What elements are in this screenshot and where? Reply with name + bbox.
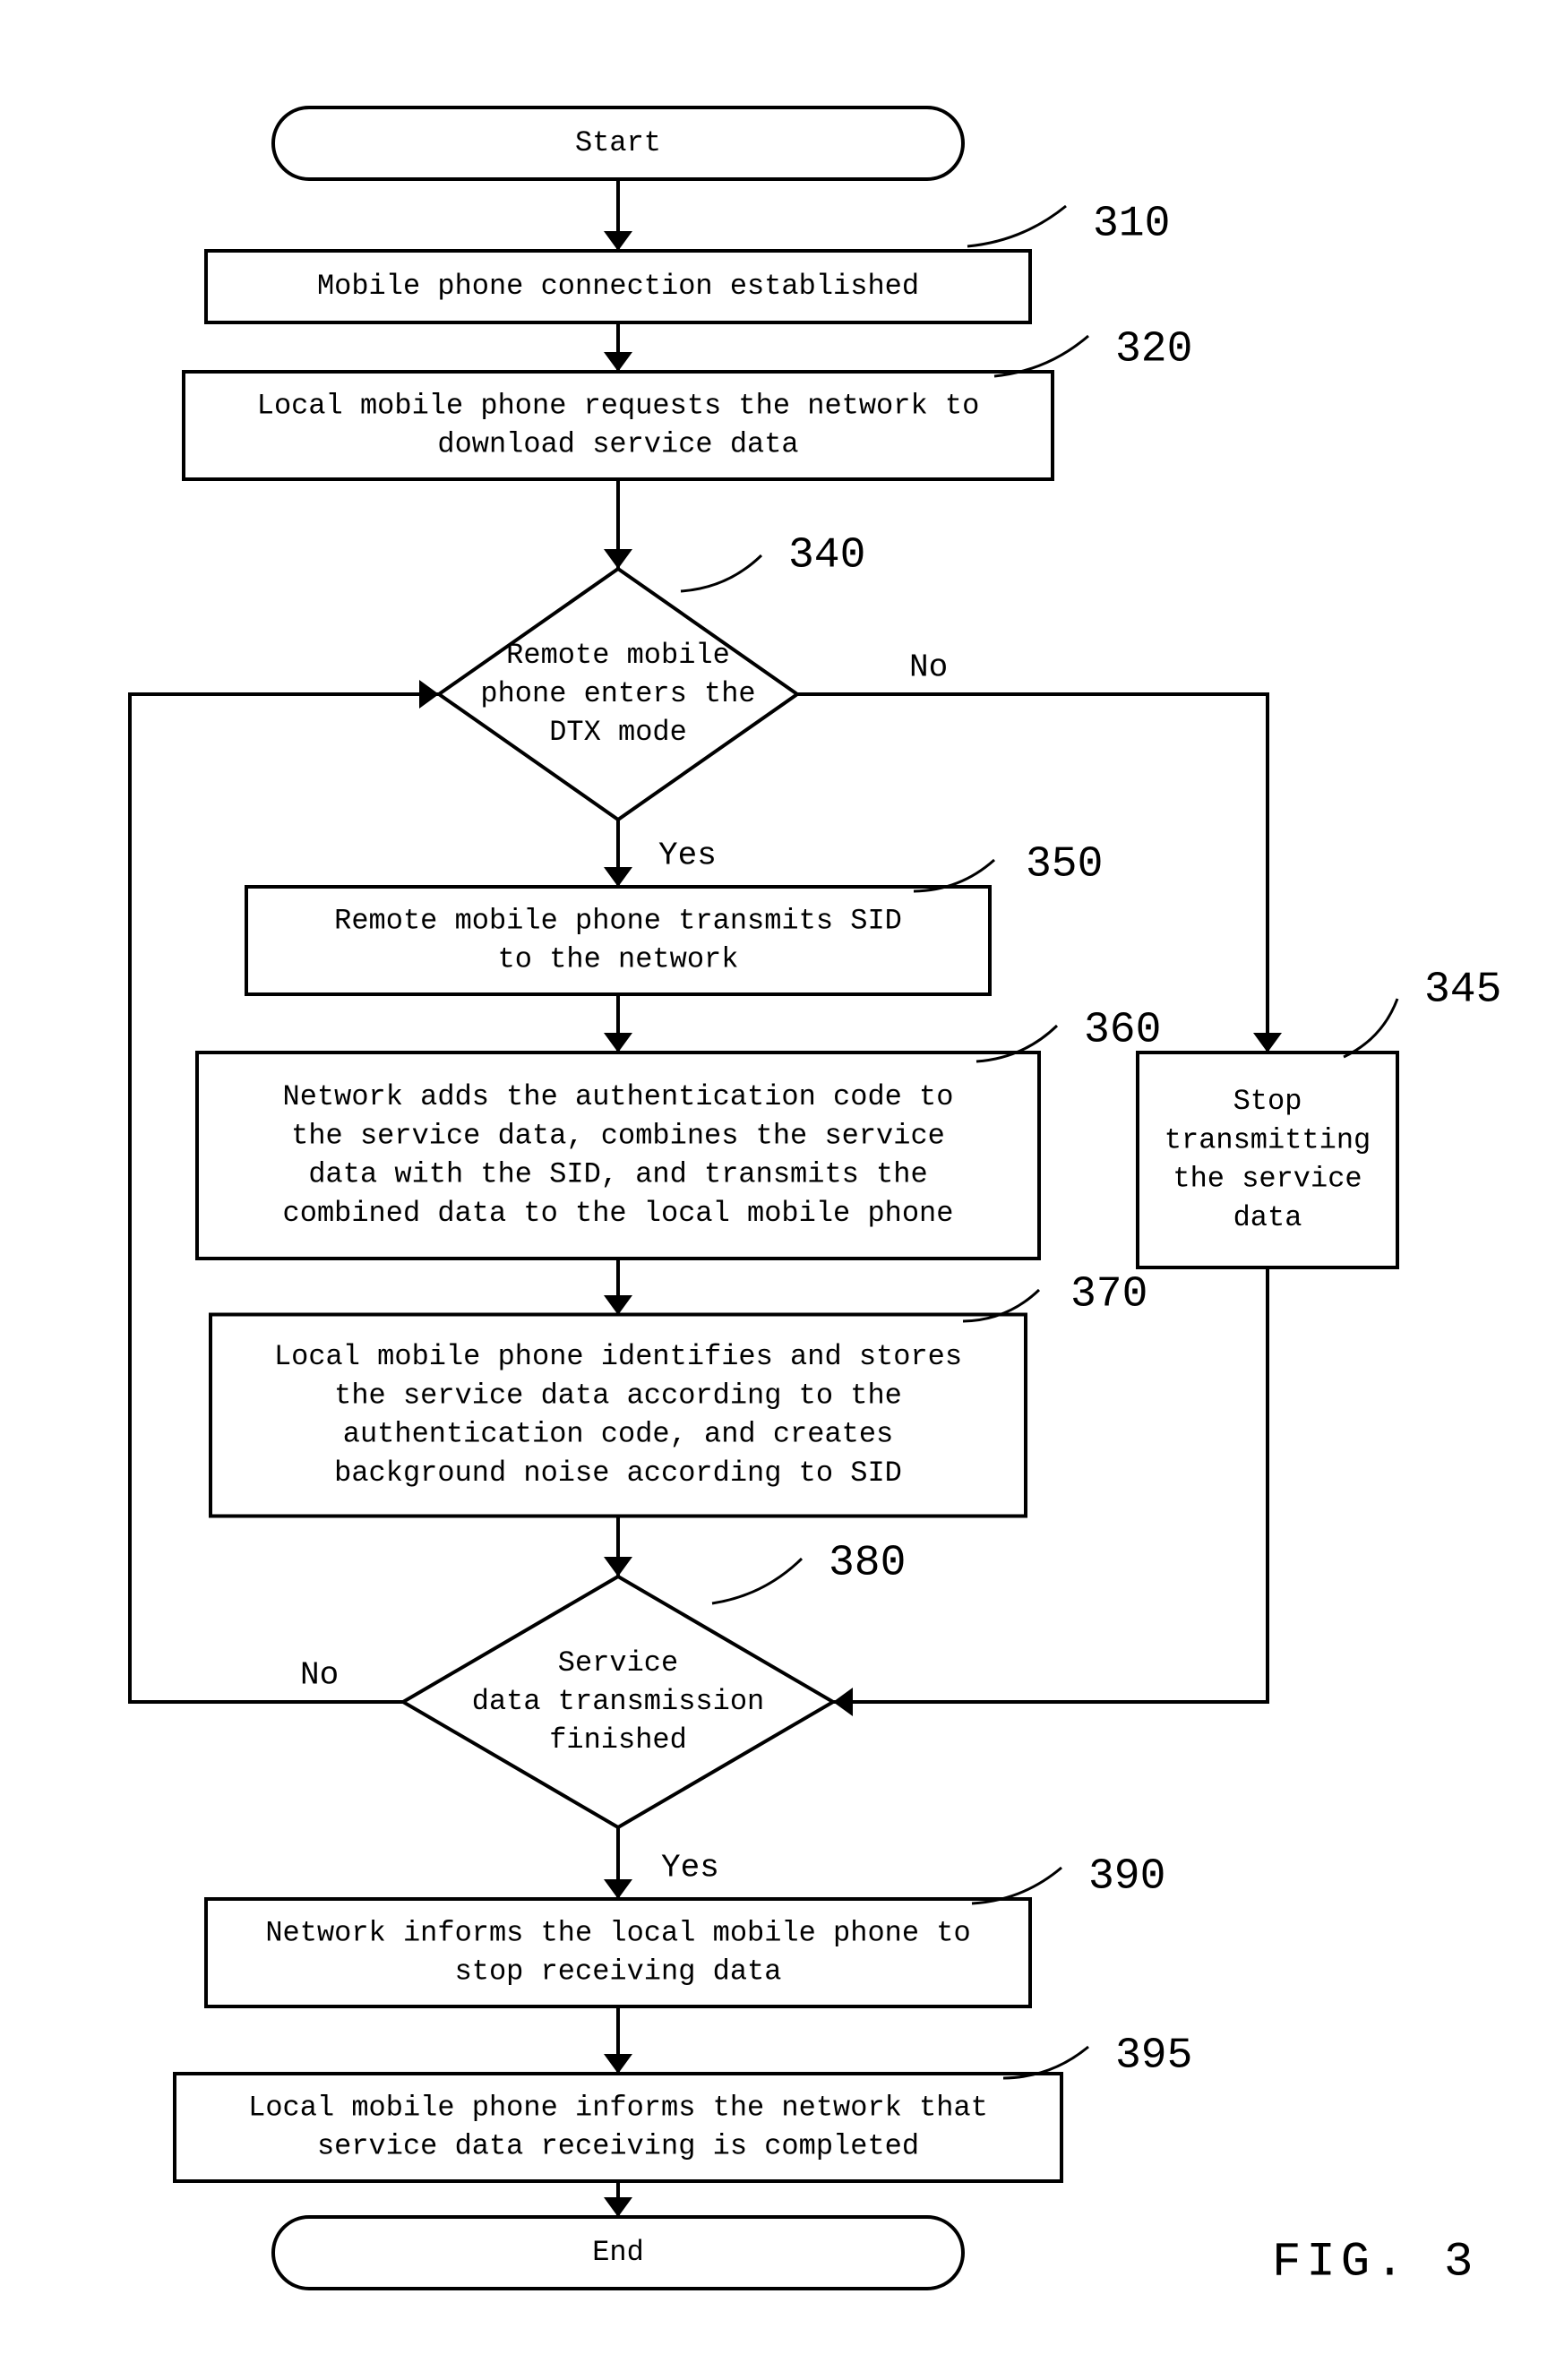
edge-label: Yes — [661, 1850, 719, 1886]
node-n395 — [175, 2074, 1061, 2181]
arrow-head — [604, 1879, 632, 1899]
node-text: End — [592, 2236, 644, 2269]
edge-label: Yes — [658, 838, 717, 874]
ref-leader — [1344, 999, 1397, 1057]
node-text: Mobile phone connection established — [317, 270, 919, 303]
edge-label: No — [300, 1657, 339, 1694]
arrow-head — [604, 1295, 632, 1315]
node-text: Start — [575, 126, 661, 159]
ref-leader — [712, 1559, 802, 1603]
arrow-head — [604, 1033, 632, 1053]
arrow-head — [604, 1557, 632, 1577]
figure-caption: FIG. 3 — [1272, 2235, 1478, 2290]
ref-number: 395 — [1115, 2032, 1192, 2081]
arrow-head — [833, 1688, 853, 1716]
ref-number: 390 — [1088, 1853, 1165, 1902]
arrow-head — [604, 867, 632, 887]
node-n350 — [246, 887, 990, 994]
ref-number: 320 — [1115, 326, 1192, 374]
arrow-head — [1253, 1033, 1282, 1053]
node-n320 — [184, 372, 1053, 479]
ref-number: 310 — [1093, 201, 1170, 249]
arrow-head — [604, 2197, 632, 2217]
ref-leader — [681, 555, 761, 591]
arrow-head — [604, 231, 632, 251]
ref-number: 340 — [788, 532, 865, 580]
ref-number: 370 — [1070, 1271, 1147, 1319]
ref-number: 345 — [1424, 967, 1501, 1015]
arrow-head — [604, 549, 632, 569]
arrow-head — [604, 2054, 632, 2074]
process-shape — [184, 372, 1053, 479]
process-shape — [175, 2074, 1061, 2181]
ref-leader — [967, 206, 1066, 246]
ref-number: 350 — [1026, 841, 1103, 889]
node-n390 — [206, 1899, 1030, 2006]
arrow-head — [419, 680, 439, 709]
process-shape — [246, 887, 990, 994]
arrow-head — [604, 352, 632, 372]
edge-label: No — [909, 649, 948, 686]
process-shape — [206, 1899, 1030, 2006]
ref-number: 380 — [829, 1540, 906, 1588]
ref-number: 360 — [1084, 1007, 1161, 1055]
